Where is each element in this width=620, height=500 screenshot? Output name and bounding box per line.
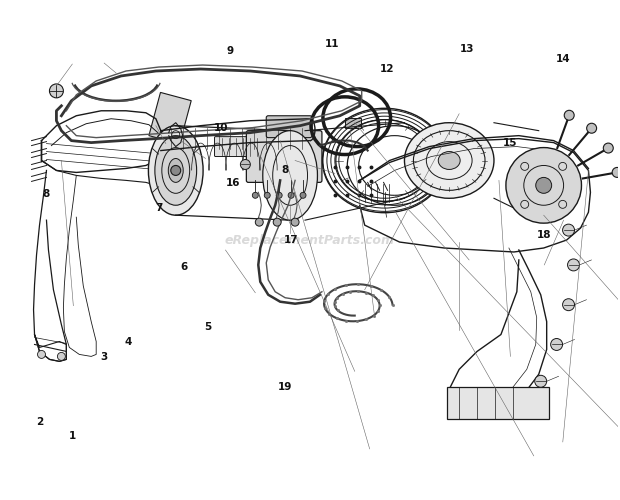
Text: 14: 14 xyxy=(556,54,570,64)
Text: 12: 12 xyxy=(380,64,394,74)
Circle shape xyxy=(506,148,582,223)
Text: 2: 2 xyxy=(37,416,43,426)
Circle shape xyxy=(603,143,613,153)
Circle shape xyxy=(300,192,306,198)
Circle shape xyxy=(58,352,65,360)
Circle shape xyxy=(536,178,552,194)
Circle shape xyxy=(288,192,294,198)
Ellipse shape xyxy=(404,122,494,198)
Circle shape xyxy=(252,192,259,198)
Circle shape xyxy=(564,110,574,120)
Text: 7: 7 xyxy=(155,202,162,212)
Circle shape xyxy=(562,224,575,236)
Circle shape xyxy=(551,338,562,350)
Text: 13: 13 xyxy=(460,44,474,54)
Text: 10: 10 xyxy=(213,123,228,133)
Text: 16: 16 xyxy=(226,178,240,188)
Text: 9: 9 xyxy=(226,46,233,56)
Bar xyxy=(149,92,191,144)
FancyBboxPatch shape xyxy=(215,136,271,156)
FancyBboxPatch shape xyxy=(266,116,312,138)
Circle shape xyxy=(38,350,45,358)
Text: 11: 11 xyxy=(324,38,339,48)
Text: 4: 4 xyxy=(125,337,132,347)
Ellipse shape xyxy=(263,130,317,220)
Ellipse shape xyxy=(168,158,183,182)
Bar xyxy=(447,387,549,419)
Ellipse shape xyxy=(438,152,460,170)
Circle shape xyxy=(264,192,270,198)
Circle shape xyxy=(276,192,282,198)
Circle shape xyxy=(567,259,580,271)
Circle shape xyxy=(273,218,281,226)
Circle shape xyxy=(587,124,596,133)
Circle shape xyxy=(534,376,547,387)
Bar xyxy=(345,118,361,128)
Text: 8: 8 xyxy=(281,166,289,175)
Text: 17: 17 xyxy=(284,235,299,245)
Text: 15: 15 xyxy=(503,138,518,148)
Text: 1: 1 xyxy=(69,432,76,442)
Circle shape xyxy=(562,298,575,310)
Text: 8: 8 xyxy=(43,190,50,200)
FancyBboxPatch shape xyxy=(246,130,322,182)
Circle shape xyxy=(291,218,299,226)
Text: 6: 6 xyxy=(180,262,187,272)
Ellipse shape xyxy=(155,136,197,205)
Circle shape xyxy=(612,168,620,177)
Circle shape xyxy=(170,166,180,175)
Text: 18: 18 xyxy=(537,230,552,240)
Text: 5: 5 xyxy=(205,322,212,332)
Ellipse shape xyxy=(148,126,203,215)
Circle shape xyxy=(50,84,63,98)
Circle shape xyxy=(552,190,565,202)
Circle shape xyxy=(255,218,264,226)
Text: eReplacementParts.com: eReplacementParts.com xyxy=(225,234,395,246)
Text: 19: 19 xyxy=(278,382,293,392)
Circle shape xyxy=(241,160,250,170)
Text: 3: 3 xyxy=(100,352,107,362)
